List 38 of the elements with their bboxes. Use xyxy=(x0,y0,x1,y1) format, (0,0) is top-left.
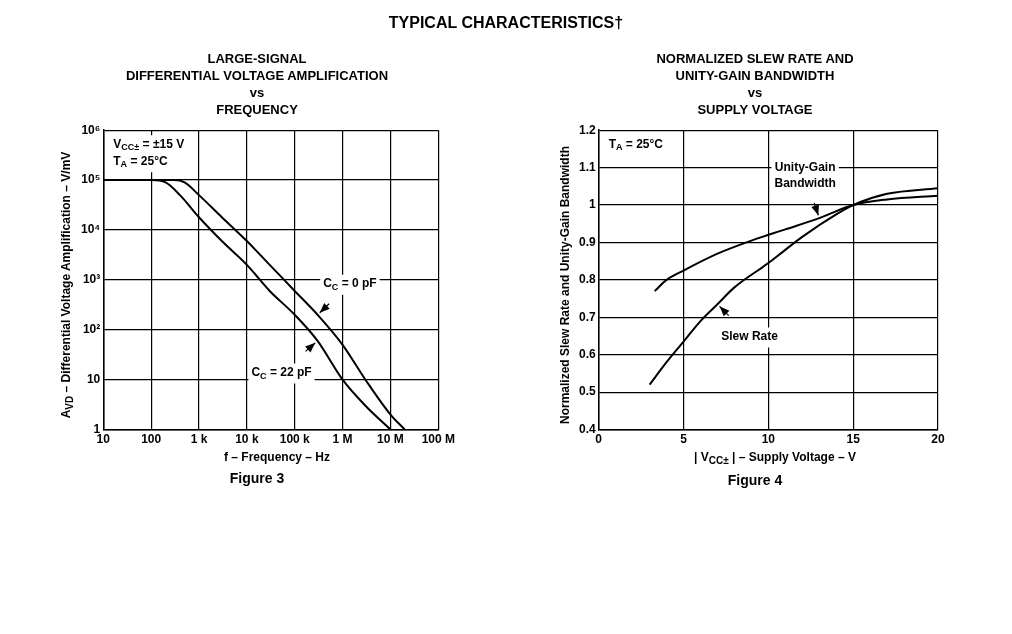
y-tick-label: 1.1 xyxy=(578,159,596,174)
x-tick-label: 20 xyxy=(931,432,945,447)
x-tick-label: 1 M xyxy=(332,432,353,447)
y-tick-label: 0.5 xyxy=(578,384,596,399)
y-tick-label: 0.9 xyxy=(578,234,596,249)
caption: Figure 4 xyxy=(727,472,783,489)
x-tick-label: 10 xyxy=(96,432,111,447)
x-axis-title: | V$_{CC±}$ | – Supply Voltage – V xyxy=(694,450,856,467)
x-tick-label: 10 k xyxy=(235,432,259,447)
x-tick-label: 15 xyxy=(846,432,861,447)
x-axis-title: f – Frequency – Hz xyxy=(223,450,331,464)
x-tick-label: 5 xyxy=(680,432,688,447)
x-tick-label: 10 M xyxy=(377,432,404,447)
y-tick-label: 0.7 xyxy=(578,309,596,324)
x-tick-label: 100 M xyxy=(421,432,455,447)
x-tick-label: 1 k xyxy=(190,432,208,447)
y-tick-label: 10⁴ xyxy=(80,222,101,237)
annotation: Slew Rate xyxy=(721,328,779,343)
annotation: Unity-Gain Bandwidth xyxy=(774,159,836,190)
chart-title: NORMALIZED SLEW RATE AND UNITY-GAIN BANDWIDTH vs SUPPLY VOLTAGE xyxy=(656,50,854,119)
y-tick-label: 0.4 xyxy=(578,421,596,436)
y-tick-label: 0.6 xyxy=(578,347,596,362)
x-tick-label: 10 xyxy=(761,432,776,447)
y-tick-label: 10³ xyxy=(82,272,101,287)
y-tick-label: 10² xyxy=(82,322,101,337)
x-tick-label: 0 xyxy=(595,432,603,447)
y-tick-label: 1.2 xyxy=(578,122,596,137)
x-tick-label: 100 xyxy=(141,432,162,447)
caption: Figure 3 xyxy=(229,470,285,486)
y-tick-label: 10 xyxy=(86,372,101,387)
chart-title: LARGE-SIGNAL DIFFERENTIAL VOLTAGE AMPLIFICATION vs FREQUENCY xyxy=(125,50,389,119)
y-axis-title: Normalized Slew Rate and Unity-Gain Bandwidth xyxy=(558,145,572,425)
y-tick-label: 1 xyxy=(588,197,596,212)
y-tick-label: 10⁵ xyxy=(81,172,101,187)
y-tick-label: 0.8 xyxy=(578,272,596,287)
y-tick-label: 10⁶ xyxy=(81,122,101,137)
text: TYPICAL CHARACTERISTICS† xyxy=(387,13,625,33)
x-tick-label: 100 k xyxy=(279,432,311,447)
